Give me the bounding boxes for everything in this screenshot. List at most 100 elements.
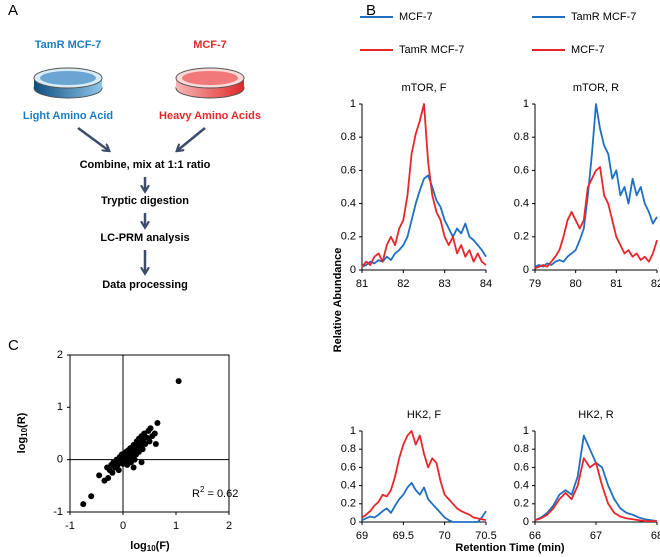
panel-label: C (8, 337, 19, 354)
annotation-part: R (192, 488, 200, 500)
x-tick-label: 69 (356, 530, 368, 542)
series-line (534, 103, 658, 268)
workflow-step: Combine, mix at 1:1 ratio (80, 159, 211, 171)
x-tick-label: 2 (226, 520, 232, 532)
legend-label: MCF-7 (399, 11, 433, 23)
point (138, 459, 145, 466)
point (131, 456, 138, 463)
y-tick-label: 0.6 (341, 164, 356, 176)
series-line (361, 430, 487, 522)
dish (33, 67, 103, 99)
x-tick-label: 81 (610, 278, 622, 290)
y-tick-label: -1 (53, 506, 63, 518)
y-tick-label: 0.8 (341, 131, 356, 143)
annotation-superscript: 2 (200, 485, 205, 494)
y-axis-label: log10(R) (16, 412, 29, 453)
x-tick-label: 0 (120, 520, 126, 532)
arrow (77, 126, 108, 150)
y-tick-label: 0.2 (341, 498, 356, 510)
y-tick-label: 0.8 (341, 443, 356, 455)
legend-label: TamR MCF-7 (399, 44, 464, 56)
panel-label: B (366, 2, 376, 19)
sample-caption: Heavy Amino Acids (159, 110, 261, 122)
y-tick-label: 2 (57, 349, 63, 361)
x-tick-label: 1 (173, 520, 179, 532)
point (139, 446, 146, 453)
point (151, 430, 158, 437)
x-tick-label: 81 (356, 278, 368, 290)
x-tick-label: -1 (65, 520, 75, 532)
x-tick-label: 67 (590, 530, 602, 542)
label-part: (R) (16, 412, 28, 428)
y-tick-label: 0.2 (514, 498, 529, 510)
workflow-step: Tryptic digestion (101, 195, 189, 207)
label-part: log (16, 437, 28, 454)
legend-label: TamR MCF-7 (571, 11, 636, 23)
x-tick-label: 84 (480, 278, 492, 290)
label-subscript: 10 (147, 544, 156, 553)
annotation: R2 = 0.62 (192, 485, 238, 500)
point (115, 467, 122, 474)
point (130, 464, 137, 471)
x-tick-label: 69.5 (393, 530, 414, 542)
y-tick-label: 0 (523, 264, 529, 276)
y-tick-label: 1 (523, 98, 529, 110)
point (88, 493, 95, 500)
point (146, 438, 153, 445)
x-tick-label: 70 (439, 530, 451, 542)
arrow (178, 127, 206, 150)
x-tick-label: 70.5 (475, 530, 496, 542)
point (152, 440, 159, 447)
sample-title: TamR MCF-7 (35, 39, 101, 51)
y-tick-label: 0.2 (514, 231, 529, 243)
chart-title: HK2, F (407, 409, 442, 421)
dish (175, 67, 245, 99)
y-tick-label: 0.4 (341, 198, 356, 210)
x-tick-label: 68 (651, 530, 660, 542)
sample-title: MCF-7 (193, 39, 227, 51)
x-tick-label: 83 (439, 278, 451, 290)
point (175, 378, 182, 385)
point (109, 469, 116, 476)
x-axis-label: Retention Time (min) (455, 542, 565, 554)
y-tick-label: 0 (57, 454, 63, 466)
x-tick-label: 79 (529, 278, 541, 290)
x-tick-label: 80 (570, 278, 582, 290)
panel-label: A (8, 2, 18, 19)
label-subscript: 10 (20, 427, 29, 436)
label-part: log (130, 540, 147, 552)
x-axis-label: log10(F) (130, 540, 170, 553)
y-tick-label: 0 (523, 516, 529, 528)
y-tick-label: 0.8 (514, 443, 529, 455)
point (154, 420, 161, 427)
x-tick-label: 82 (397, 278, 409, 290)
plot-frame (69, 354, 230, 513)
y-tick-label: 0.4 (341, 480, 356, 492)
series-line (361, 103, 487, 268)
series-line (361, 481, 487, 523)
point (147, 425, 154, 432)
sample-caption: Light Amino Acid (23, 110, 113, 122)
y-tick-label: 0.6 (341, 461, 356, 473)
x-tick-label: 66 (529, 530, 541, 542)
y-tick-label: 1 (350, 98, 356, 110)
chart-title: mTOR, R (573, 82, 619, 94)
y-tick-label: 0.6 (514, 461, 529, 473)
chart-title: mTOR, F (401, 82, 446, 94)
y-tick-label: 1 (523, 425, 529, 437)
legend-label: MCF-7 (571, 44, 605, 56)
y-tick-label: 0.2 (341, 231, 356, 243)
chart-title: HK2, R (578, 409, 614, 421)
y-tick-label: 0.8 (514, 131, 529, 143)
label-part: (F) (156, 540, 170, 552)
y-tick-label: 1 (350, 425, 356, 437)
series-line (534, 457, 657, 522)
workflow-step: LC-PRM analysis (100, 232, 189, 244)
x-tick-label: 82 (651, 278, 660, 290)
annotation-part: = 0.62 (204, 488, 238, 500)
point (96, 472, 103, 479)
y-tick-label: 0.6 (514, 164, 529, 176)
y-axis-label: Relative Abundance (332, 248, 344, 353)
y-tick-label: 0.4 (514, 480, 529, 492)
